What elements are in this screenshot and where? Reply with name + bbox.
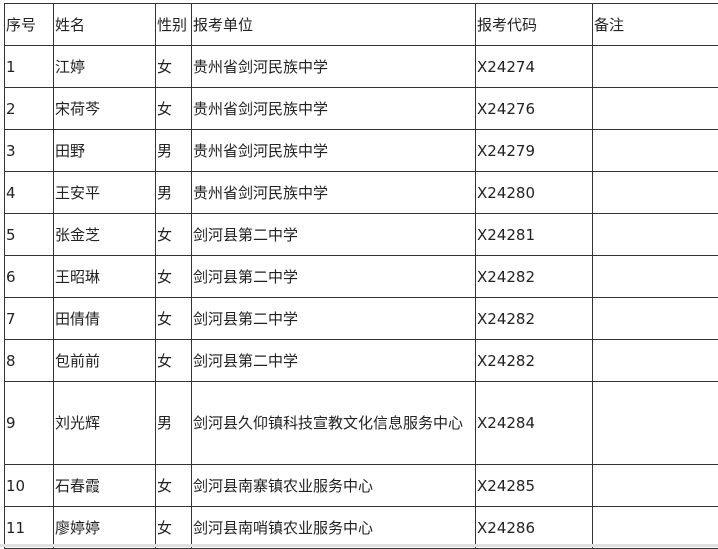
cell-name: 张金芝 — [54, 214, 156, 256]
cell-index: 2 — [5, 88, 54, 130]
cell-gender: 女 — [156, 214, 192, 256]
cell-gender: 女 — [156, 298, 192, 340]
cell-gender: 女 — [156, 507, 192, 549]
header-gender: 性别 — [156, 4, 192, 46]
cell-code: X24276 — [476, 88, 593, 130]
cell-unit: 剑河县南寨镇农业服务中心 — [192, 465, 476, 507]
header-name: 姓名 — [54, 4, 156, 46]
cell-name: 王昭琳 — [54, 256, 156, 298]
cell-code: X24281 — [476, 214, 593, 256]
cell-name: 廖婷婷 — [54, 507, 156, 549]
cell-index: 5 — [5, 214, 54, 256]
cell-unit: 剑河县南哨镇农业服务中心 — [192, 507, 476, 549]
header-code: 报考代码 — [476, 4, 593, 46]
header-row: 序号 姓名 性别 报考单位 报考代码 备注 — [5, 4, 718, 46]
cell-name: 宋荷芩 — [54, 88, 156, 130]
cell-unit: 贵州省剑河民族中学 — [192, 46, 476, 88]
cell-gender: 男 — [156, 130, 192, 172]
cell-index: 1 — [5, 46, 54, 88]
cell-code: X24282 — [476, 256, 593, 298]
cell-code: X24279 — [476, 130, 593, 172]
cell-remark — [593, 340, 718, 382]
cell-name: 王安平 — [54, 172, 156, 214]
cell-name: 田倩倩 — [54, 298, 156, 340]
cell-name: 江婷 — [54, 46, 156, 88]
cell-unit: 剑河县第二中学 — [192, 214, 476, 256]
cell-remark — [593, 298, 718, 340]
cell-remark — [593, 465, 718, 507]
cell-unit: 剑河县第二中学 — [192, 298, 476, 340]
cell-gender: 女 — [156, 46, 192, 88]
cell-index: 11 — [5, 507, 54, 549]
cell-code: X24282 — [476, 340, 593, 382]
header-unit: 报考单位 — [192, 4, 476, 46]
cell-gender: 女 — [156, 465, 192, 507]
cell-remark — [593, 382, 718, 465]
cell-gender: 女 — [156, 340, 192, 382]
cell-code: X24274 — [476, 46, 593, 88]
cell-remark — [593, 256, 718, 298]
cell-remark — [593, 88, 718, 130]
cell-unit: 贵州省剑河民族中学 — [192, 172, 476, 214]
cell-code: X24285 — [476, 465, 593, 507]
cell-index: 8 — [5, 340, 54, 382]
cell-index: 9 — [5, 382, 54, 465]
cell-gender: 女 — [156, 256, 192, 298]
cell-index: 7 — [5, 298, 54, 340]
cell-unit: 剑河县第二中学 — [192, 256, 476, 298]
header-remark: 备注 — [593, 4, 718, 46]
cell-unit: 剑河县久仰镇科技宣教文化信息服务中心 — [192, 382, 476, 465]
cell-index: 4 — [5, 172, 54, 214]
cell-code: X24284 — [476, 382, 593, 465]
cell-code: X24286 — [476, 507, 593, 549]
cell-gender: 男 — [156, 382, 192, 465]
cell-unit: 贵州省剑河民族中学 — [192, 130, 476, 172]
cell-remark — [593, 172, 718, 214]
header-index: 序号 — [5, 4, 54, 46]
cell-name: 刘光辉 — [54, 382, 156, 465]
cell-gender: 男 — [156, 172, 192, 214]
cell-remark — [593, 46, 718, 88]
cell-index: 10 — [5, 465, 54, 507]
cell-index: 3 — [5, 130, 54, 172]
cell-name: 包前前 — [54, 340, 156, 382]
cell-name: 石春霞 — [54, 465, 156, 507]
cell-remark — [593, 507, 718, 549]
cell-code: X24280 — [476, 172, 593, 214]
cell-name: 田野 — [54, 130, 156, 172]
cell-gender: 女 — [156, 88, 192, 130]
cell-remark — [593, 130, 718, 172]
cell-index: 6 — [5, 256, 54, 298]
cell-remark — [593, 214, 718, 256]
cell-unit: 剑河县第二中学 — [192, 340, 476, 382]
cell-code: X24282 — [476, 298, 593, 340]
cell-unit: 贵州省剑河民族中学 — [192, 88, 476, 130]
